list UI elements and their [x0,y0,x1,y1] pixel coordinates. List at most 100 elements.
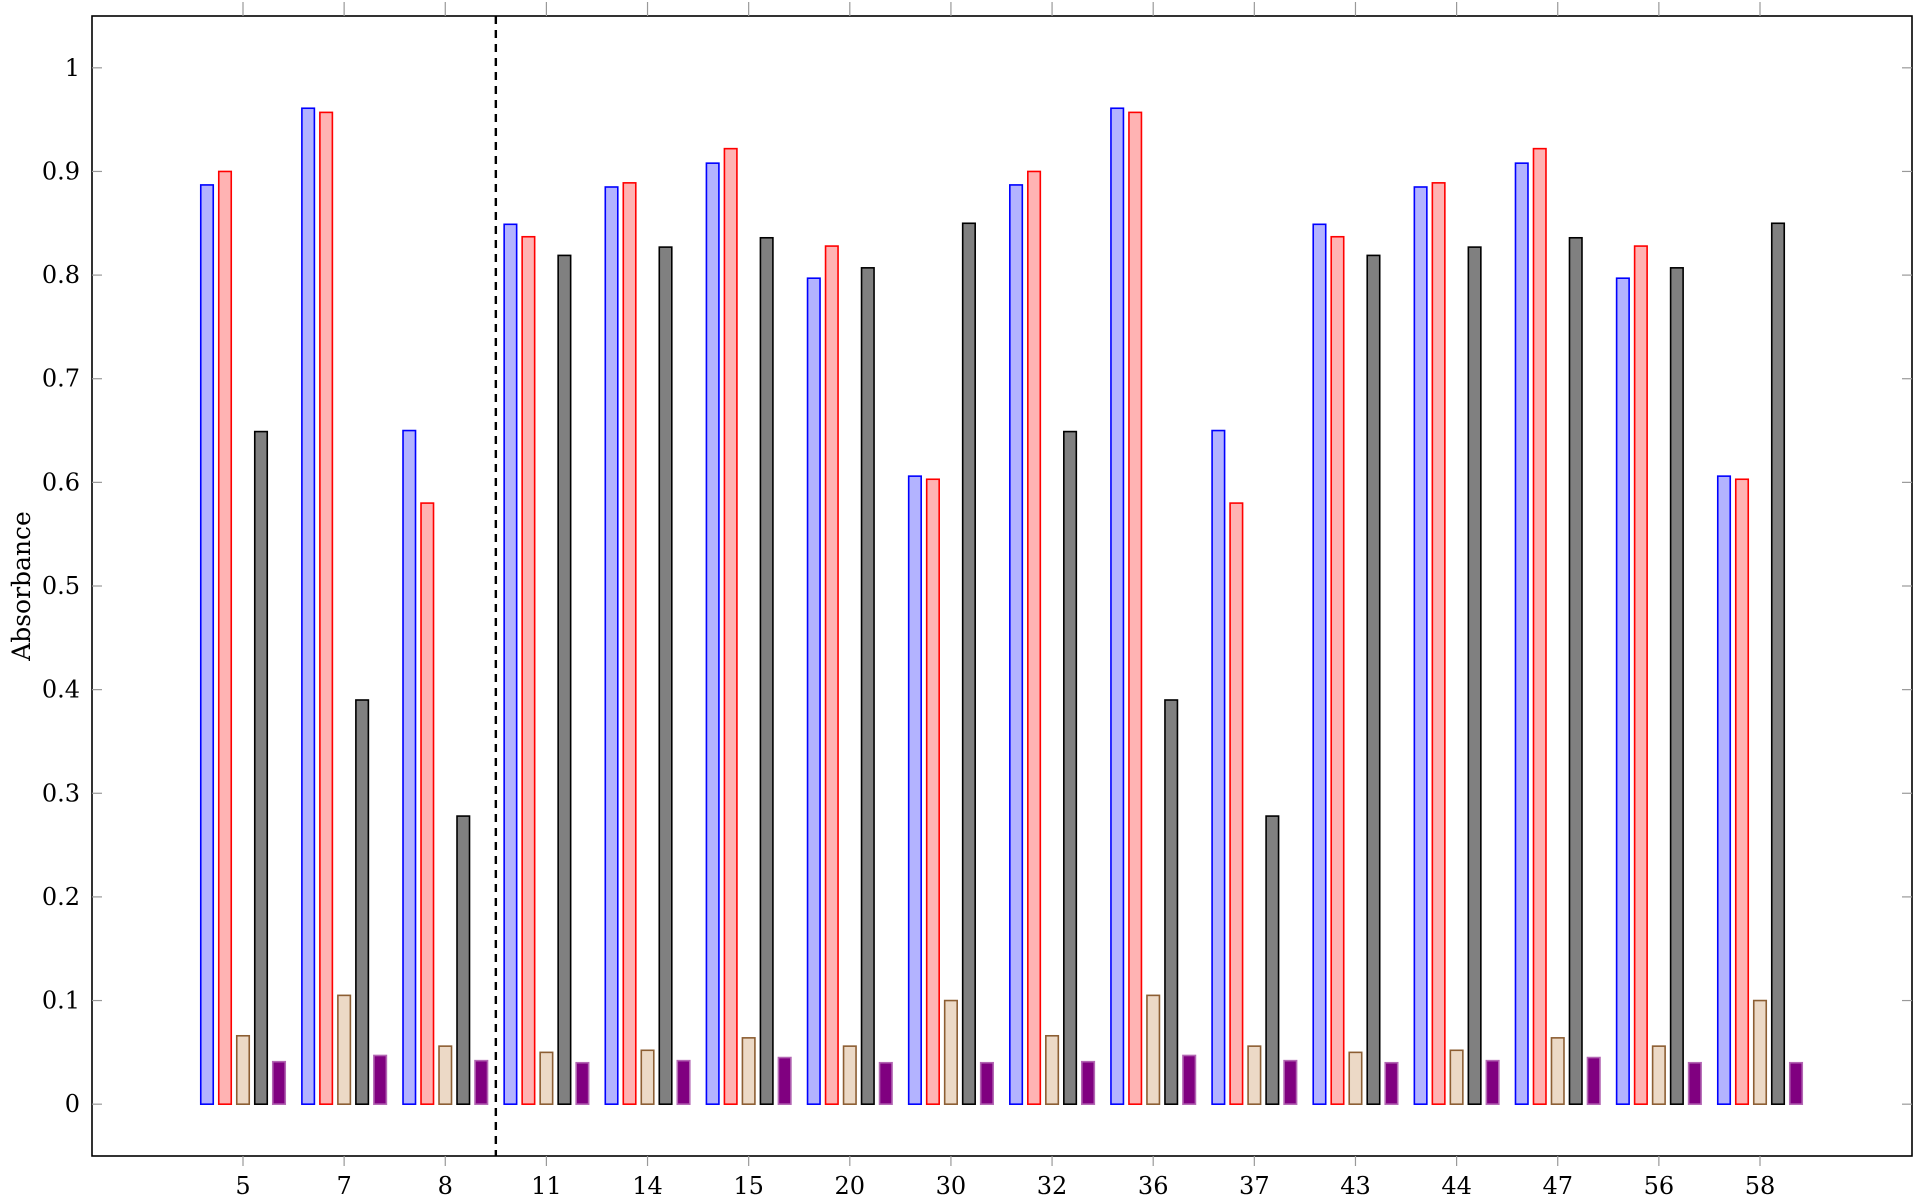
bar-series-1-7 [301,107,316,1105]
x-tick-label: 56 [1644,1172,1675,1200]
bar-series-1-58 [1716,475,1732,1105]
y-tick-label: 0.3 [42,779,80,807]
bar-series-5-58 [1788,1061,1804,1105]
y-tick-label: 0.7 [42,365,80,393]
x-tick-label: 8 [438,1172,453,1200]
y-tick-label: 0.4 [42,676,80,704]
y-tick-label: 0.9 [42,157,80,185]
bar-series-4-15 [759,236,774,1105]
bar-series-2-8 [420,502,435,1105]
bar-series-3-43 [1348,1051,1363,1105]
bar-series-5-32 [1081,1060,1096,1105]
bar-series-5-7 [373,1054,388,1105]
bar-series-3-11 [539,1051,554,1105]
bar-series-1-32 [1009,184,1024,1105]
x-tick-label: 32 [1037,1172,1068,1200]
bar-series-5-11 [575,1061,590,1105]
bar-series-1-20 [806,277,821,1105]
bar-series-4-7 [355,699,370,1105]
bar-series-3-30 [943,999,958,1105]
bar-series-5-15 [777,1056,792,1105]
y-tick-label: 0.6 [42,468,80,496]
bar-series-4-14 [658,246,673,1105]
bar-series-1-47 [1514,162,1529,1105]
bar-series-5-56 [1687,1061,1702,1105]
bar-series-5-43 [1384,1061,1399,1105]
bar-series-4-37 [1265,815,1280,1105]
bar-series-5-8 [474,1059,489,1105]
bar-series-2-47 [1532,147,1547,1105]
bar-series-5-36 [1182,1054,1197,1105]
bar-series-1-37 [1211,429,1226,1105]
x-tick-label: 11 [531,1172,562,1200]
bar-series-1-11 [503,223,518,1105]
bar-series-3-44 [1449,1049,1464,1105]
bar-series-3-47 [1550,1037,1565,1105]
x-tick-label: 58 [1745,1172,1776,1200]
bar-series-4-58 [1770,222,1786,1105]
bar-series-5-44 [1485,1059,1500,1105]
x-tick-label: 5 [235,1172,250,1200]
bar-series-4-5 [253,430,269,1105]
bar-series-1-15 [705,162,720,1105]
x-tick-label: 37 [1239,1172,1270,1200]
x-tick-label: 36 [1138,1172,1169,1200]
bar-series-2-11 [521,235,536,1105]
bar-series-2-30 [925,478,940,1105]
bar-series-3-56 [1651,1045,1666,1105]
bar-series-4-11 [557,254,572,1105]
y-axis-label: Absorbance [7,511,36,662]
bar-series-2-7 [319,111,334,1105]
bar-series-3-14 [640,1049,655,1105]
ticks-layer: 00.10.20.30.40.50.60.70.80.915 7 8 11 14 15 20… [42,2,1912,1200]
bar-series-1-14 [604,186,619,1105]
y-tick-label: 0.5 [42,572,80,600]
bar-series-2-58 [1734,478,1750,1105]
bar-series-4-30 [961,222,976,1105]
x-tick-label: 30 [936,1172,967,1200]
bar-series-2-32 [1027,170,1042,1105]
x-tick-label: 20 [835,1172,866,1200]
bar-series-4-36 [1164,699,1179,1105]
bar-series-2-36 [1128,111,1143,1105]
bar-series-3-58 [1752,999,1768,1105]
bar-series-3-5 [235,1034,251,1105]
bar-series-1-43 [1312,223,1327,1105]
bar-series-2-43 [1330,235,1345,1105]
bar-series-4-20 [860,267,875,1105]
bar-series-5-5 [271,1060,287,1105]
y-tick-label: 0.1 [42,987,80,1015]
x-tick-label: 14 [632,1172,663,1200]
bar-series-3-15 [741,1037,756,1105]
x-tick-label: 47 [1542,1172,1573,1200]
bar-series-1-5 [199,184,215,1105]
bar-series-1-8 [402,429,417,1105]
bar-series-3-32 [1045,1034,1060,1105]
y-tick-label: 0.8 [42,261,80,289]
bar-series-5-37 [1283,1059,1298,1105]
bar-series-3-20 [842,1045,857,1105]
x-tick-label: 43 [1340,1172,1371,1200]
bar-series-2-20 [824,245,839,1105]
bar-series-3-36 [1146,994,1161,1105]
bar-series-4-44 [1467,246,1482,1105]
x-tick-label: 15 [733,1172,764,1200]
x-tick-label: 7 [336,1172,351,1200]
bar-series-5-20 [878,1061,893,1105]
y-tick-label: 0.2 [42,883,80,911]
bar-series-2-15 [723,147,738,1105]
x-tick-label: 44 [1441,1172,1472,1200]
bar-series-2-14 [622,182,637,1105]
bar-series-1-44 [1413,186,1428,1105]
bars-layer [199,107,1804,1105]
bar-series-1-56 [1615,277,1630,1105]
y-tick-label: 0 [65,1090,80,1118]
y-tick-label: 1 [65,54,80,82]
bar-series-4-8 [456,815,471,1105]
bar-series-5-30 [979,1061,994,1105]
bar-series-2-37 [1229,502,1244,1105]
bar-series-3-7 [337,994,352,1105]
bar-series-4-43 [1366,254,1381,1105]
bar-series-4-32 [1063,430,1078,1105]
